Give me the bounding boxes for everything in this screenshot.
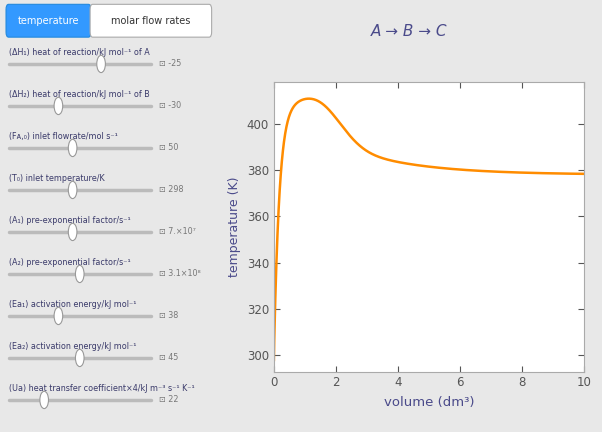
Text: (ΔH₂) heat of reaction/kJ mol⁻¹ of B: (ΔH₂) heat of reaction/kJ mol⁻¹ of B [8, 89, 149, 98]
FancyBboxPatch shape [90, 4, 212, 37]
Y-axis label: temperature (K): temperature (K) [228, 177, 241, 277]
Circle shape [75, 349, 84, 367]
Text: ⊡ 38: ⊡ 38 [160, 311, 179, 321]
Text: ⊡ 7.×10⁷: ⊡ 7.×10⁷ [160, 227, 196, 236]
Text: ⊡ 3.1×10⁸: ⊡ 3.1×10⁸ [160, 270, 201, 279]
Text: ⊡ -25: ⊡ -25 [160, 60, 182, 68]
Text: A → B → C: A → B → C [371, 24, 448, 39]
Circle shape [40, 391, 49, 409]
Text: ⊡ 50: ⊡ 50 [160, 143, 179, 152]
Text: molar flow rates: molar flow rates [111, 16, 191, 26]
Text: ⊡ 22: ⊡ 22 [160, 395, 179, 404]
Circle shape [75, 265, 84, 283]
Text: (A₁) pre-exponential factor/s⁻¹: (A₁) pre-exponential factor/s⁻¹ [8, 216, 131, 225]
Circle shape [68, 223, 77, 241]
Text: temperature: temperature [17, 16, 79, 26]
Text: (Ua) heat transfer coefficient×4/kJ m⁻³ s⁻¹ K⁻¹: (Ua) heat transfer coefficient×4/kJ m⁻³ … [8, 384, 194, 393]
Text: ⊡ 45: ⊡ 45 [160, 353, 179, 362]
FancyBboxPatch shape [6, 4, 91, 37]
Circle shape [54, 97, 63, 114]
Circle shape [97, 55, 105, 73]
Text: (Ea₂) activation energy/kJ mol⁻¹: (Ea₂) activation energy/kJ mol⁻¹ [8, 342, 136, 350]
X-axis label: volume (dm³): volume (dm³) [383, 396, 474, 410]
Text: (Ea₁) activation energy/kJ mol⁻¹: (Ea₁) activation energy/kJ mol⁻¹ [8, 299, 136, 308]
Text: (A₂) pre-exponential factor/s⁻¹: (A₂) pre-exponential factor/s⁻¹ [8, 257, 131, 267]
Text: ⊡ 298: ⊡ 298 [160, 185, 184, 194]
Text: (Fᴀ,₀) inlet flowrate/mol s⁻¹: (Fᴀ,₀) inlet flowrate/mol s⁻¹ [8, 131, 117, 140]
Circle shape [54, 307, 63, 324]
Text: ⊡ -30: ⊡ -30 [160, 102, 182, 111]
Text: (ΔH₁) heat of reaction/kJ mol⁻¹ of A: (ΔH₁) heat of reaction/kJ mol⁻¹ of A [8, 48, 149, 57]
Text: (T₀) inlet temperature/K: (T₀) inlet temperature/K [8, 174, 104, 183]
Circle shape [68, 139, 77, 156]
Circle shape [68, 181, 77, 199]
